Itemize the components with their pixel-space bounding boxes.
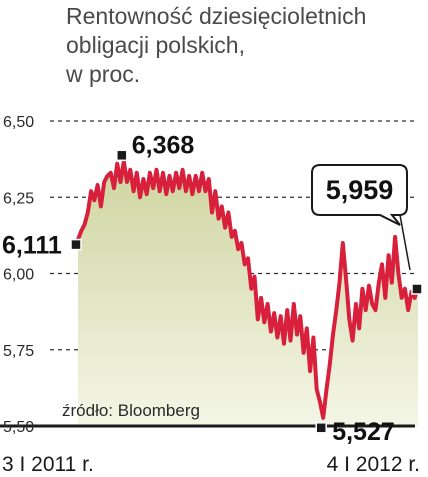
area-fill: [78, 161, 418, 427]
title-line-3: w proc.: [66, 61, 141, 87]
y-tick-label: 6,25: [3, 190, 34, 207]
title-line-2: obligacji polskich,: [66, 32, 245, 58]
markers: [70, 149, 423, 434]
value-label-end: 5,959: [326, 175, 394, 205]
marker-min: [315, 422, 327, 434]
y-tick-label: 5,75: [3, 343, 34, 360]
callout-box-end: [311, 164, 408, 226]
series-line: [76, 159, 420, 420]
source-label: źródło: Bloomberg: [62, 401, 200, 420]
x-tick-end: 4 I 2012 r.: [327, 453, 420, 476]
y-tick-label: 6,50: [3, 114, 34, 131]
x-tick-start: 3 I 2011 r.: [2, 453, 94, 476]
title-line-1: Rentowność dziesięcioletnich: [66, 3, 367, 29]
marker-start: [70, 238, 82, 251]
value-label-max: 6,368: [132, 131, 195, 159]
y-tick-label: 6,00: [3, 267, 34, 284]
value-label-start: 6,111: [2, 232, 62, 260]
y-axis: 6,50 6,25 6,00 5,75 5,50: [3, 114, 34, 436]
marker-end: [411, 283, 423, 295]
callouts: 6,111 6,368 5,527 5,959: [2, 131, 411, 446]
marker-max: [116, 149, 128, 162]
chart-title: Rentowność dziesięcioletnich obligacji p…: [66, 2, 416, 89]
callout-leader: [399, 214, 411, 271]
value-label-min: 5,527: [332, 418, 395, 446]
y-tick-label: 5,50: [3, 419, 34, 436]
